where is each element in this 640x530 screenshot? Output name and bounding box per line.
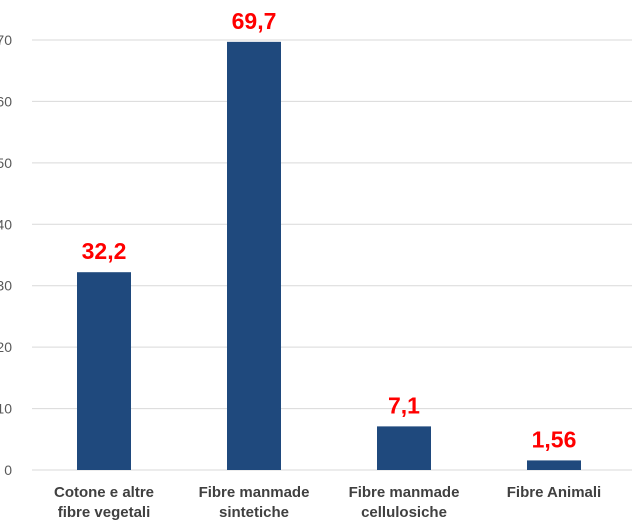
gridlines [32, 39, 632, 471]
y-tick-label: 60 [0, 93, 12, 109]
x-category-label: Fibre Animali [507, 484, 601, 501]
x-category-label-line: cellulosiche [361, 504, 447, 521]
y-tick-label: 0 [4, 462, 12, 478]
bar [227, 41, 281, 470]
x-category-label-line: sintetiche [219, 504, 289, 521]
x-category-label-line: Cotone e altre [54, 484, 154, 501]
data-labels: 32,2 69,7 7,1 1,56 [82, 8, 577, 453]
y-tick-label: 50 [0, 155, 12, 171]
x-category-label-line: Fibre Animali [507, 484, 601, 501]
x-category-label: Cotone e altre fibre vegetali [54, 484, 154, 521]
bar [377, 426, 431, 470]
bar [77, 272, 131, 470]
x-category-label-line: fibre vegetali [58, 504, 151, 521]
data-label: 32,2 [82, 238, 127, 264]
bars [77, 41, 581, 470]
data-label: 1,56 [532, 426, 577, 452]
data-label: 7,1 [388, 392, 420, 418]
x-category-label-line: Fibre manmade [199, 484, 310, 501]
y-tick-label: 20 [0, 339, 12, 355]
y-axis-tick-labels: 0 10 20 30 40 50 60 70 [0, 32, 12, 478]
y-tick-label: 70 [0, 32, 12, 48]
x-category-label-line: Fibre manmade [349, 484, 460, 501]
x-category-label: Fibre manmade cellulosiche [349, 484, 460, 521]
y-tick-label: 10 [0, 401, 12, 417]
data-label: 69,7 [232, 8, 277, 34]
x-axis-category-labels: Cotone e altre fibre vegetali Fibre manmad… [54, 484, 601, 521]
y-tick-label: 40 [0, 216, 12, 232]
x-category-label: Fibre manmade sintetiche [199, 484, 310, 521]
y-tick-label: 30 [0, 278, 12, 294]
bar [527, 460, 581, 470]
